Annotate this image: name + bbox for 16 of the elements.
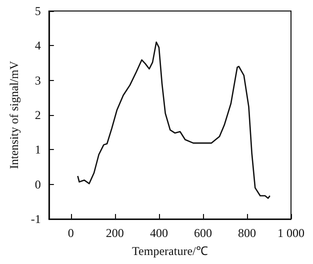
x-tick-label: 800 — [238, 226, 256, 240]
x-tick-label: 400 — [150, 226, 168, 240]
y-axis-title: Intensity of signal/mV — [7, 60, 21, 169]
y-tick-label: 3 — [34, 73, 41, 88]
y-tick-label: 4 — [34, 38, 41, 53]
x-tick-label: 0 — [68, 226, 74, 240]
x-axis-title: Temperature/℃ — [132, 244, 208, 258]
y-tick-label: 1 — [34, 142, 41, 157]
y-tick-label: 5 — [34, 4, 41, 18]
y-tick-label: 2 — [34, 108, 41, 122]
y-tick-label: 0 — [34, 177, 41, 192]
y-tick-label: -1 — [30, 212, 41, 226]
x-tick-label: 600 — [194, 226, 212, 240]
x-tick-label: 1 000 — [278, 226, 304, 240]
line-series — [77, 42, 271, 199]
x-tick-label: 200 — [106, 226, 124, 240]
